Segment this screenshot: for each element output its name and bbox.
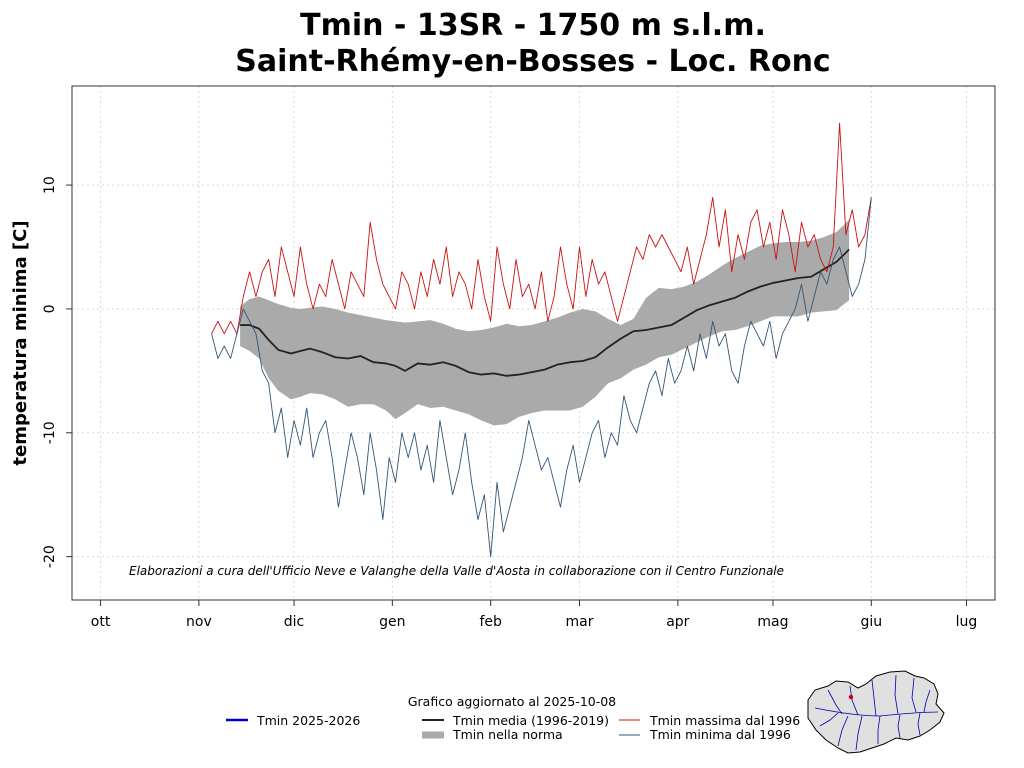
region-map-shape (807, 670, 945, 754)
river-9 (877, 715, 881, 744)
x-tick-label-dic: dic (284, 614, 304, 630)
plot-area (211, 122, 872, 558)
region-map (807, 670, 945, 754)
river-10 (897, 714, 901, 739)
legend-item-tmin-massima: Tmin massima dal 1996 (619, 713, 800, 728)
y-tick-label--20: -20 (42, 545, 58, 568)
river-5 (911, 677, 917, 713)
river-11 (917, 712, 921, 736)
river-7 (837, 715, 849, 747)
legend-label-tmin-minima: Tmin minima dal 1996 (649, 727, 791, 742)
legend-item-tmin-current: Tmin 2025-2026 (226, 713, 360, 728)
series-line-1 (240, 248, 850, 377)
x-tick-label-lug: lug (956, 614, 978, 630)
axes: ott nov dic gen feb mar apr mag giu lug 10 0 -10 -20 (42, 85, 996, 630)
river-8 (855, 715, 863, 751)
legend-label-tmin-norma: Tmin nella norma (452, 727, 563, 742)
x-tick-label-feb: feb (479, 614, 502, 630)
station-marker (848, 694, 854, 700)
legend-label-tmin-massima: Tmin massima dal 1996 (649, 713, 800, 728)
credit-annotation: Elaborazioni a cura dell'Ufficio Neve e … (129, 564, 784, 578)
x-tick-label-mag: mag (757, 614, 788, 630)
plot-frame (71, 85, 996, 601)
series-line-2 (211, 122, 872, 335)
y-tick-label-0: 0 (42, 304, 58, 313)
x-tick-label-gen: gen (379, 614, 405, 630)
y-tick-label-10: 10 (42, 176, 58, 194)
updated-date-label: Grafico aggiornato al 2025-10-08 (408, 694, 616, 709)
y-axis-label: temperatura minima [C] (10, 220, 31, 465)
legend-item-tmin-norma: Tmin nella norma (422, 727, 563, 742)
river-6 (923, 689, 931, 713)
river-2 (849, 685, 859, 716)
series-line-3 (211, 197, 872, 558)
chart-title-line-1: Tmin - 13SR - 1750 m s.l.m. (300, 8, 766, 43)
x-tick-label-mar: mar (565, 614, 593, 630)
legend: Tmin 2025-2026 Tmin media (1996-2019) Tm… (226, 713, 800, 742)
legend-label-tmin-current: Tmin 2025-2026 (256, 713, 360, 728)
region-map-rivers (814, 674, 939, 751)
river-4 (894, 674, 899, 715)
legend-label-tmin-media: Tmin media (1996-2019) (452, 713, 609, 728)
river-1 (827, 689, 843, 715)
chart-title-line-2: Saint-Rhémy-en-Bosses - Loc. Ronc (235, 44, 830, 79)
river-12 (819, 712, 839, 727)
x-tick-label-ott: ott (91, 614, 111, 630)
legend-item-tmin-minima: Tmin minima dal 1996 (619, 727, 791, 742)
river-3 (871, 679, 877, 717)
x-tick-label-nov: nov (186, 614, 212, 630)
x-tick-label-giu: giu (860, 614, 882, 630)
x-tick-label-apr: apr (666, 614, 689, 630)
y-tick-label--10: -10 (42, 421, 58, 444)
series-band-tmin-norma (240, 219, 850, 426)
legend-item-tmin-media: Tmin media (1996-2019) (422, 713, 609, 728)
